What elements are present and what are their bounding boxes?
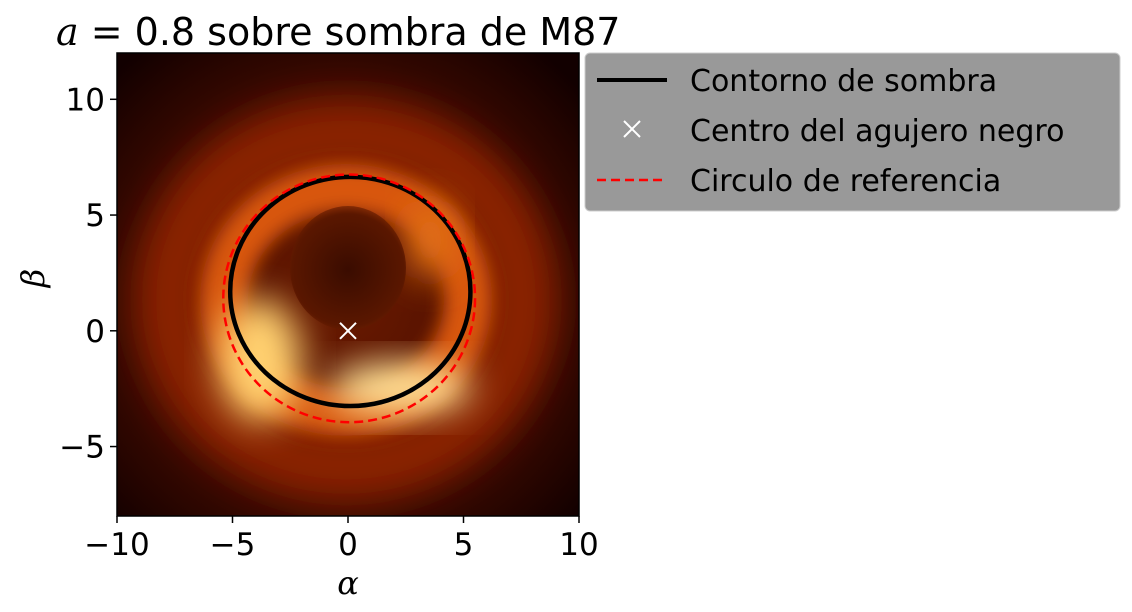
chart-title: a = 0.8 sobre sombra de M87 — [56, 10, 620, 54]
shadow-contour — [227, 174, 473, 409]
x-axis-label: α — [337, 564, 359, 602]
legend-label-centro: Centro del agujero negro — [690, 114, 1064, 149]
x-tick-label: 5 — [454, 527, 474, 563]
y-axis-label: β — [14, 269, 52, 289]
x-tick-label: −5 — [210, 527, 256, 563]
reference-circle — [222, 173, 477, 424]
m87-image — [117, 53, 579, 516]
legend-box — [584, 52, 1121, 212]
x-tick-label: 10 — [559, 527, 598, 563]
x-axis-ticks: −10 −5 0 5 10 — [84, 516, 599, 563]
y-tick-label: 0 — [85, 314, 105, 350]
legend-label-circulo: Circulo de referencia — [690, 164, 1001, 199]
black-hole-center-marker — [339, 322, 357, 340]
x-tick-label: 0 — [338, 527, 358, 563]
x-tick-label: −10 — [84, 527, 149, 563]
y-tick-label: 5 — [85, 198, 105, 234]
y-axis-ticks: −5 0 5 10 — [59, 82, 117, 466]
legend: Contorno de sombra Centro del agujero ne… — [584, 52, 1121, 212]
y-tick-label: 10 — [66, 82, 105, 118]
title-variable: a — [56, 10, 79, 54]
plot-overlay — [222, 173, 477, 424]
title-text: = 0.8 sobre sombra de M87 — [79, 10, 621, 54]
legend-x-marker-icon — [623, 120, 641, 138]
y-tick-label: −5 — [59, 430, 105, 466]
legend-label-contorno: Contorno de sombra — [690, 64, 997, 99]
